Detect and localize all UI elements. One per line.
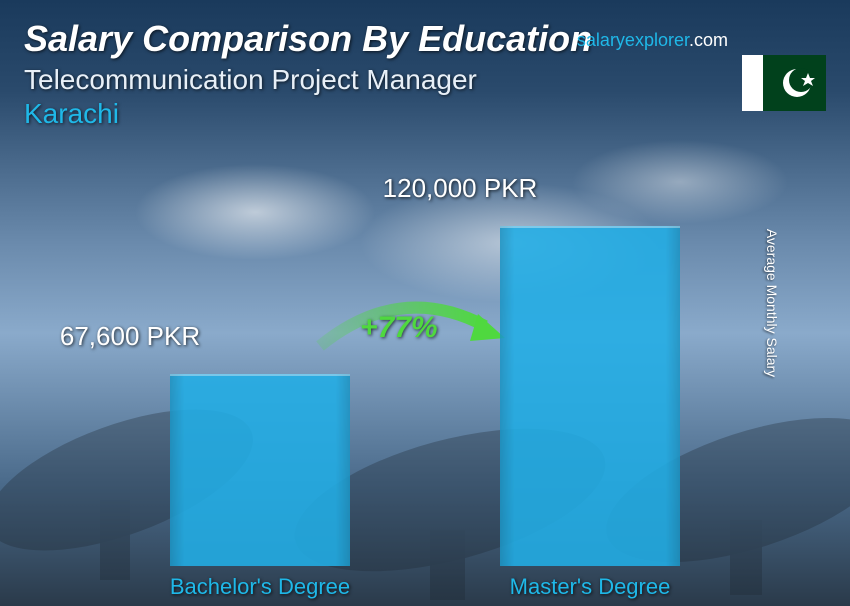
bar-value-wrap-0: 67,600 PKR	[130, 321, 390, 352]
bar-value-0: 67,600 PKR	[0, 321, 260, 352]
bar-1	[500, 226, 680, 566]
bar-label-0: Bachelor's Degree	[130, 574, 390, 600]
bar-value-wrap-1: 120,000 PKR	[460, 173, 720, 204]
brand-suffix: .com	[689, 30, 728, 50]
chart-area: +77% Bachelor's Degree67,600 PKRMaster's…	[0, 166, 850, 606]
bar-label-1: Master's Degree	[460, 574, 720, 600]
bar-group-0: Bachelor's Degree	[170, 374, 350, 566]
pakistan-flag-icon	[742, 55, 826, 111]
brand-name: salaryexplorer	[577, 30, 689, 50]
job-title: Telecommunication Project Manager	[24, 64, 826, 96]
bar-0	[170, 374, 350, 566]
brand-logo: salaryexplorer.com	[577, 30, 728, 51]
bar-value-1: 120,000 PKR	[330, 173, 590, 204]
bar-group-1: Master's Degree	[500, 226, 680, 566]
city-name: Karachi	[24, 98, 826, 130]
